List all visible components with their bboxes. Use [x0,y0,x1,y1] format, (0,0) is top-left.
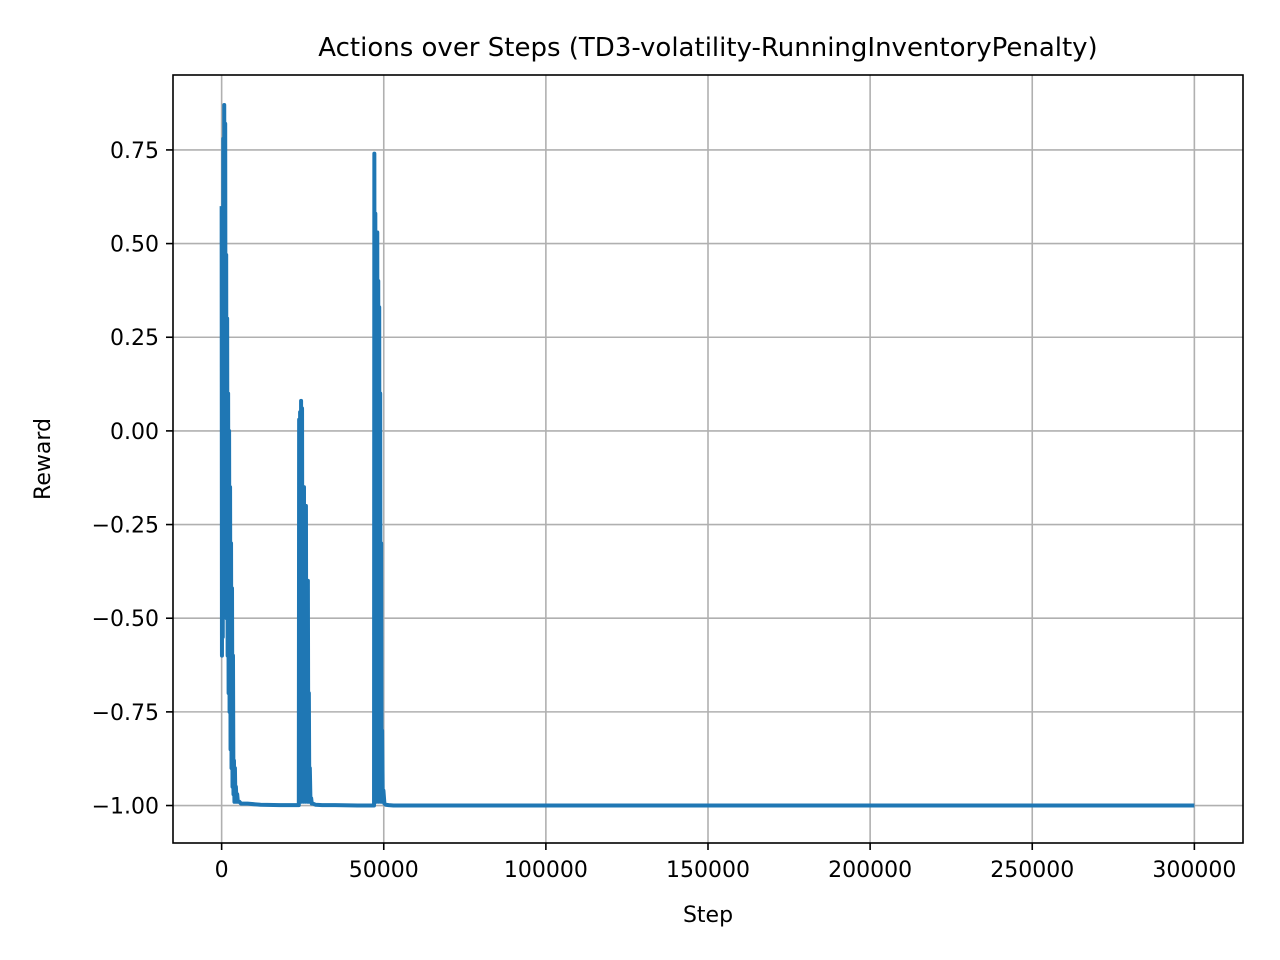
y-tick-label: −1.00 [92,795,159,820]
y-tick-label: 0.50 [110,233,159,258]
x-axis-label: Step [683,903,733,928]
chart-title: Actions over Steps (TD3-volatility-Runni… [318,33,1097,63]
y-tick-label: −0.50 [92,607,159,632]
x-tick-label: 300000 [1152,858,1236,883]
y-axis-label: Reward [31,418,56,500]
x-tick-label: 50000 [349,858,419,883]
x-tick-label: 150000 [666,858,750,883]
series-layer [219,102,1195,808]
series-line-0 [219,102,1195,808]
x-tick-label: 0 [215,858,229,883]
y-tick-label: −0.75 [92,701,159,726]
x-tick-label: 250000 [990,858,1074,883]
grid-lines [173,75,1243,843]
y-tick-label: −0.25 [92,514,159,539]
x-tick-label: 100000 [504,858,588,883]
axis-ticks: 0 50000 100000 150000 200000 250000 300000 −1.0… [92,139,1237,883]
y-tick-label: 0.25 [110,326,159,351]
x-tick-label: 200000 [828,858,912,883]
y-tick-label: 0.00 [110,420,159,445]
y-tick-label: 0.75 [110,139,159,164]
